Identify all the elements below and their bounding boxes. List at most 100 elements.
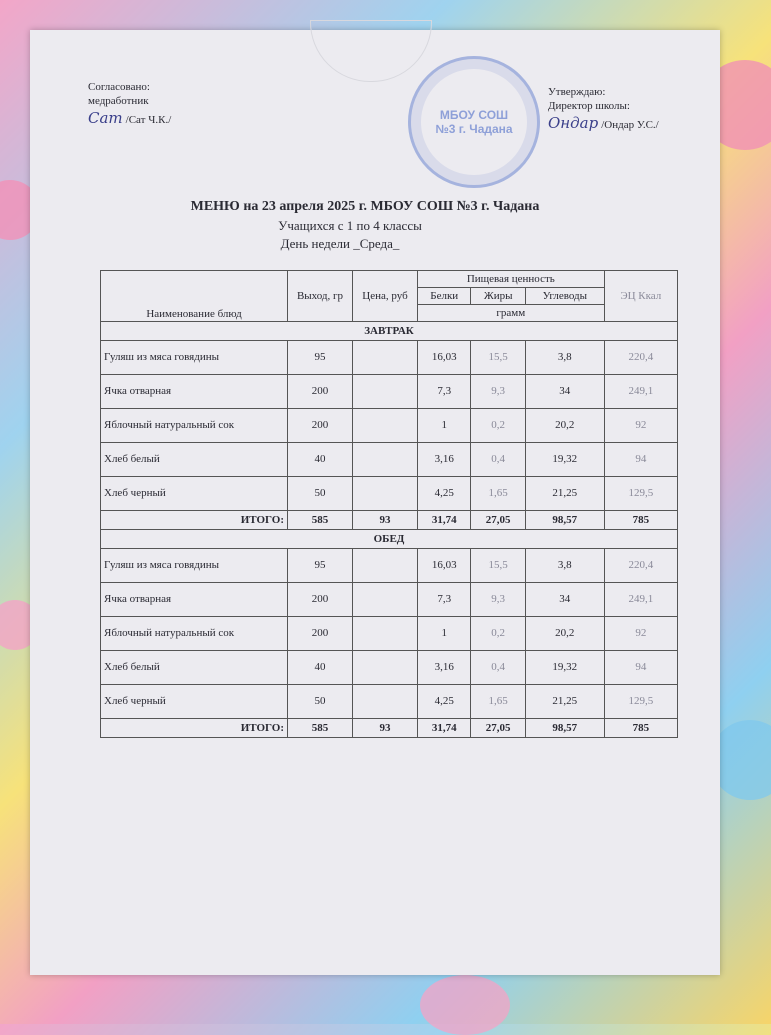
cell-kcal: 249,1 [603, 582, 679, 617]
approver-name: /Сат Ч.К./ [125, 114, 172, 126]
cell-protein: 7,3 [416, 582, 472, 617]
header-carbs: Углеводы [524, 287, 605, 305]
cell-yield: 200 [287, 582, 353, 617]
cell-yield: 40 [287, 442, 353, 477]
cell-fat: 1,65 [470, 476, 526, 511]
cell-carbs: 34 [524, 374, 605, 409]
cell-kcal: 129,5 [603, 684, 679, 719]
background-flower [710, 720, 771, 800]
cell-price [352, 476, 418, 511]
cell-price [352, 548, 418, 583]
cell-yield: 50 [287, 476, 353, 511]
table-row: Хлеб черный 50 4,25 1,65 21,25 129,5 [100, 684, 679, 719]
header-name: Наименование блюд [100, 270, 288, 322]
cell-fat: 0,2 [470, 408, 526, 443]
cell-kcal: 92 [603, 408, 679, 443]
total-kcal: 785 [603, 718, 679, 738]
cell-yield: 50 [287, 684, 353, 719]
menu-subtitle: Учащихся с 1 по 4 классы [278, 218, 422, 233]
cell-kcal: 220,4 [603, 340, 679, 375]
total-carbs: 98,57 [524, 510, 605, 530]
cell-kcal: 92 [603, 616, 679, 651]
cell-carbs: 19,32 [524, 442, 605, 477]
table-row: Гуляш из мяса говядины 95 16,03 15,5 3,8 220,… [100, 548, 679, 583]
stamp-text: МБОУ СОШ №3 г. Чадана [435, 108, 513, 136]
background-flower [420, 975, 510, 1035]
menu-table: Наименование блюд Выход, гр Цена, руб Пи… [100, 270, 679, 738]
cell-price [352, 684, 418, 719]
cell-carbs: 3,8 [524, 548, 605, 583]
menu-weekday: День недели _Среда_ [280, 236, 400, 251]
total-yield: 585 [287, 510, 353, 530]
cell-protein: 16,03 [416, 340, 472, 375]
table-row: Яблочный натуральный сок 200 1 0,2 20,2 92 [100, 616, 679, 651]
cell-price [352, 340, 418, 375]
approval-role: медработник [88, 95, 149, 107]
total-row: ИТОГО: 585 93 31,74 27,05 98,57 785 [100, 718, 679, 738]
cell-yield: 95 [287, 340, 353, 375]
cell-protein: 3,16 [416, 442, 472, 477]
cell-carbs: 20,2 [524, 408, 605, 443]
cell-protein: 4,25 [416, 476, 472, 511]
total-fat: 27,05 [470, 510, 526, 530]
cell-dish-name: Яблочный натуральный сок [100, 408, 288, 443]
cell-carbs: 3,8 [524, 340, 605, 375]
cell-carbs: 21,25 [524, 476, 605, 511]
cell-dish-name: Ячка отварная [100, 582, 288, 617]
cell-fat: 15,5 [470, 548, 526, 583]
menu-sheet: Согласовано: медработник Сат/Сат Ч.К./ М… [30, 20, 720, 975]
cell-kcal: 94 [603, 650, 679, 685]
cell-price [352, 582, 418, 617]
cell-price [352, 374, 418, 409]
table-row: Хлеб белый 40 3,16 0,4 19,32 94 [100, 650, 679, 685]
approver-name: /Ондар У.С./ [601, 119, 659, 131]
total-protein: 31,74 [416, 510, 472, 530]
header-kcal: ЭЦ Ккал [603, 270, 679, 322]
sleeve-hole [310, 20, 432, 82]
cell-fat: 0,4 [470, 442, 526, 477]
cell-dish-name: Яблочный натуральный сок [100, 616, 288, 651]
signature-left: Сат [88, 109, 123, 127]
cell-protein: 16,03 [416, 548, 472, 583]
cell-dish-name: Хлеб черный [100, 684, 288, 719]
approval-left: Согласовано: медработник Сат/Сат Ч.К./ [88, 80, 171, 128]
cell-yield: 40 [287, 650, 353, 685]
total-carbs: 98,57 [524, 718, 605, 738]
cell-dish-name: Гуляш из мяса говядины [100, 340, 288, 375]
cell-fat: 9,3 [470, 374, 526, 409]
signature-right: Ондар [548, 114, 599, 132]
header-price: Цена, руб [352, 270, 418, 322]
cell-carbs: 20,2 [524, 616, 605, 651]
approval-label: Согласовано: [88, 81, 150, 93]
cell-protein: 3,16 [416, 650, 472, 685]
cell-yield: 200 [287, 616, 353, 651]
total-yield: 585 [287, 718, 353, 738]
header-nutrition: Пищевая ценность [417, 270, 605, 288]
cell-dish-name: Хлеб черный [100, 476, 288, 511]
header-yield: Выход, гр [287, 270, 353, 322]
table-row: Гуляш из мяса говядины 95 16,03 15,5 3,8 220,… [100, 340, 679, 375]
cell-protein: 4,25 [416, 684, 472, 719]
cell-dish-name: Хлеб белый [100, 442, 288, 477]
cell-price [352, 616, 418, 651]
section-row: ЗАВТРАК [100, 321, 678, 341]
cell-price [352, 408, 418, 443]
cell-yield: 200 [287, 408, 353, 443]
total-protein: 31,74 [416, 718, 472, 738]
menu-body: ЗАВТРАК Гуляш из мяса говядины 95 16,03 15,5… [100, 321, 679, 738]
approval-right: Утверждаю: Директор школы: Ондар/Ондар У… [548, 85, 659, 133]
total-dish-name: ИТОГО: [100, 718, 288, 738]
cell-carbs: 34 [524, 582, 605, 617]
table-row: Ячка отварная 200 7,3 9,3 34 249,1 [100, 582, 679, 617]
total-kcal: 785 [603, 510, 679, 530]
menu-title: МЕНЮ на 23 апреля 2025 г. МБОУ СОШ №3 г.… [190, 199, 540, 214]
section-row: ОБЕД [100, 529, 678, 549]
cell-protein: 7,3 [416, 374, 472, 409]
header-fat: Жиры [470, 287, 526, 305]
cell-fat: 0,2 [470, 616, 526, 651]
cell-kcal: 249,1 [603, 374, 679, 409]
cell-dish-name: Хлеб белый [100, 650, 288, 685]
cell-price [352, 650, 418, 685]
table-row: Хлеб черный 50 4,25 1,65 21,25 129,5 [100, 476, 679, 511]
total-fat: 27,05 [470, 718, 526, 738]
